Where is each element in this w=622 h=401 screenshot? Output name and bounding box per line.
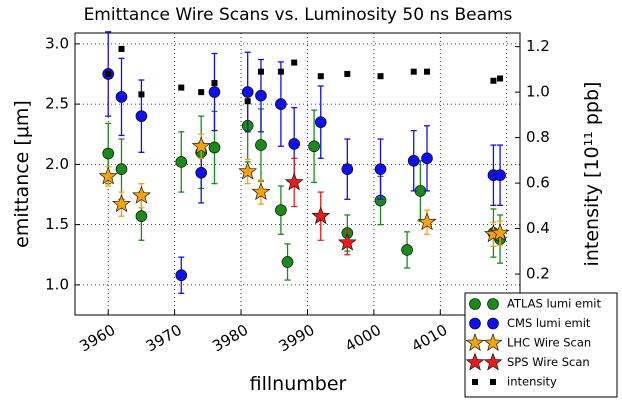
chart-title: Emittance Wire Scans vs. Luminosity 50 n… [84, 5, 513, 25]
marker [211, 80, 218, 87]
marker [255, 89, 267, 102]
legend-marker [465, 352, 485, 371]
marker [175, 156, 188, 168]
marker [175, 269, 188, 282]
y2-tick-label: 0.6 [526, 174, 550, 192]
marker [497, 75, 504, 82]
marker [344, 70, 351, 77]
y2-tick-label: 1.0 [526, 83, 550, 101]
y2-tick-label: 0.8 [526, 128, 550, 146]
x-tick-label: 3990 [276, 321, 318, 356]
y-axis-label: emittance [μm] [11, 100, 33, 248]
y2-axis-label: intensity [10¹¹ ppb] [581, 82, 603, 267]
legend-item: LHC Wire Scan [465, 333, 591, 351]
marker [115, 91, 128, 103]
legend-marker [487, 298, 499, 310]
marker [98, 166, 118, 185]
marker [317, 73, 324, 80]
marker [424, 68, 431, 75]
marker [238, 161, 258, 180]
legend-marker [483, 333, 503, 351]
y2-tick-label: 1.2 [526, 37, 550, 55]
marker [490, 223, 510, 242]
x-tick-label: 4000 [342, 321, 384, 356]
x-tick-label: 3960 [76, 321, 118, 356]
marker [490, 77, 497, 84]
marker [308, 140, 320, 153]
legend-label: CMS lumi emit [507, 316, 591, 330]
marker [410, 68, 417, 75]
legend-marker [469, 298, 481, 310]
marker [132, 185, 151, 204]
legend-item: CMS lumi emit [469, 316, 591, 330]
marker [284, 172, 304, 191]
y-tick-label: 1.5 [45, 215, 69, 233]
marker [138, 91, 145, 98]
marker [115, 163, 128, 175]
marker [377, 73, 384, 80]
legend-label: LHC Wire Scan [507, 336, 591, 350]
x-tick-label: 3980 [209, 321, 251, 356]
marker [112, 194, 131, 213]
y-tick-label: 3.0 [45, 34, 69, 52]
legend-label: ATLAS lumi emit [507, 297, 602, 311]
y2-tick-label: 0.4 [526, 219, 550, 237]
marker [195, 166, 207, 179]
legend-marker [487, 317, 499, 330]
x-axis-label: fillnumber [250, 373, 347, 395]
legend-marker [465, 333, 485, 351]
marker [494, 169, 506, 182]
marker [275, 204, 287, 216]
legend-label: intensity [507, 375, 557, 389]
legend-marker [483, 352, 503, 371]
marker [407, 154, 420, 167]
marker [314, 116, 327, 128]
marker [337, 232, 357, 251]
marker [135, 210, 148, 222]
marker [291, 59, 298, 66]
marker [341, 163, 354, 175]
marker [311, 206, 331, 225]
legend-item: intensity [472, 375, 557, 389]
marker [401, 244, 413, 256]
marker [288, 138, 300, 150]
marker [241, 86, 254, 98]
y-tick-label: 2.5 [45, 95, 69, 113]
plot-frame [74, 32, 521, 316]
marker [102, 147, 115, 160]
marker [244, 98, 251, 105]
marker [118, 45, 125, 52]
y-tick-label: 2.0 [45, 155, 69, 173]
marker [208, 141, 221, 154]
y2-tick-label: 0.2 [526, 265, 550, 283]
x-tick-label: 4010 [408, 321, 450, 356]
marker [374, 163, 387, 175]
marker [275, 98, 287, 110]
x-tick-label: 3970 [143, 321, 185, 356]
legend-marker [469, 317, 481, 330]
legend-item: SPS Wire Scan [465, 352, 590, 371]
marker [277, 68, 284, 75]
marker [198, 89, 205, 96]
legend-item: ATLAS lumi emit [469, 297, 602, 311]
marker [281, 256, 294, 268]
y-tick-label: 1.0 [45, 275, 69, 293]
marker [417, 212, 437, 231]
legend-marker [490, 379, 496, 385]
marker [257, 68, 264, 75]
marker [208, 86, 221, 98]
plot-area [75, 33, 520, 315]
marker [191, 136, 211, 155]
marker [421, 152, 433, 165]
marker [251, 182, 271, 201]
marker [105, 70, 112, 77]
marker [178, 84, 185, 91]
legend-marker [472, 379, 478, 385]
marker [135, 110, 148, 122]
marker [255, 139, 267, 151]
legend-label: SPS Wire Scan [507, 355, 590, 369]
